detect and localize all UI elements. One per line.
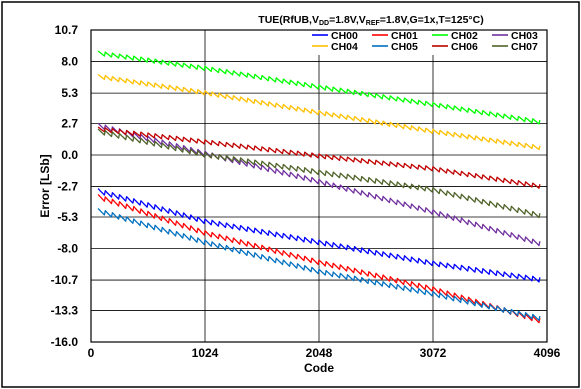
y-tick-label: -2.7	[57, 180, 78, 194]
legend-label: CH04	[331, 41, 358, 53]
tick-labels: 0 1024 2048 3072 4096 10.7 8.0 5.3 2.7 0.0 -2.7 -5.…	[51, 23, 561, 360]
title-sub-dd: DD	[319, 20, 329, 27]
y-tick-label: -5.3	[57, 210, 78, 224]
legend-label: CH06	[451, 41, 478, 53]
legend-label: CH00	[331, 30, 358, 42]
legend-label: CH01	[391, 30, 418, 42]
series-line	[97, 73, 541, 151]
x-axis-title: Code	[304, 361, 334, 375]
y-tick-label: -13.3	[51, 303, 79, 317]
x-tick-label: 1024	[192, 346, 219, 360]
series-line	[97, 128, 541, 219]
chart-title: TUE(RfUB,VDD=1.8V,VREF=1.8V,G=1x,T=125°C…	[258, 14, 483, 27]
y-tick-label: 5.3	[61, 86, 78, 100]
y-axis-title: Error [LSb]	[38, 154, 52, 217]
y-tick-label: 0.0	[61, 148, 78, 162]
plot-area-frame	[90, 29, 548, 343]
series-line	[97, 194, 541, 324]
y-tick-label: 2.7	[61, 116, 78, 130]
y-tick-label: 8.0	[61, 55, 78, 69]
y-tick-label: -10.7	[51, 273, 79, 287]
legend-label: CH02	[451, 30, 478, 42]
legend-label: CH03	[511, 30, 538, 42]
y-tick-label: -16.0	[51, 335, 79, 349]
y-tick-label: 10.7	[55, 23, 79, 37]
x-tick-label: 2048	[306, 346, 333, 360]
x-tick-label: 3072	[420, 346, 447, 360]
series-line	[97, 122, 541, 247]
legend-label: CH05	[391, 41, 418, 53]
title-sub-ref: REF	[366, 20, 381, 27]
y-tick-label: -8.0	[57, 242, 78, 256]
series-line	[97, 208, 541, 322]
series-line	[97, 126, 541, 189]
title-prefix: TUE(RfUB,V	[258, 14, 319, 26]
legend: CH00 CH01 CH02 CH03 CH04 CH05 CH06 CH07	[312, 30, 546, 55]
series-line	[97, 50, 541, 125]
series-layer	[97, 50, 541, 324]
series-line	[97, 188, 541, 283]
legend-label: CH07	[511, 41, 538, 53]
title-mid: =1.8V,V	[329, 14, 366, 26]
x-tick-label: 0	[88, 346, 95, 360]
x-tick-label: 4096	[534, 346, 561, 360]
title-suffix: =1.8V,G=1x,T=125°C)	[380, 14, 484, 26]
